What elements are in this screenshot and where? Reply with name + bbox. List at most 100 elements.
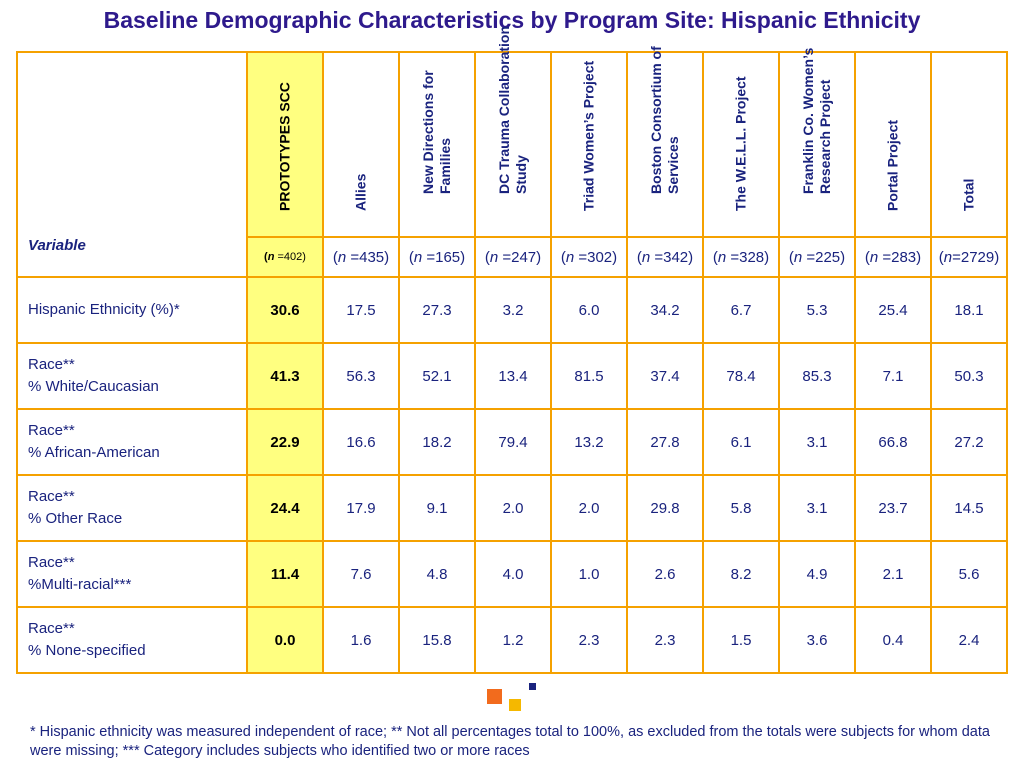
table-cell: 6.0 [550,276,628,344]
table-cell: 3.1 [778,474,856,542]
column-header-5: Boston Consortium of Services [626,46,704,238]
demographics-table: Variable PROTOTYPES SCC Allies New Directi… [16,26,1008,674]
table-cell: 2.6 [626,540,704,608]
row-label: Race** % None-specified [16,606,248,674]
table-cell: 1.0 [550,540,628,608]
table-cell: 3.1 [778,408,856,476]
column-header-1: Allies [322,51,400,238]
table-cell: 27.2 [930,408,1008,476]
sample-size-value: 342 [663,248,689,266]
table-cell: 5.3 [778,276,856,344]
table-cell: 23.7 [854,474,932,542]
sample-size-cell: (n =402) [246,236,324,278]
table-cell: 34.2 [626,276,704,344]
row-label-line2: % None-specified [28,642,146,659]
row-label-line2: % White/Caucasian [28,378,159,395]
table-cell: 66.8 [854,408,932,476]
table-cell: 17.9 [322,474,400,542]
column-header-2: New Directions for Families [398,51,476,238]
column-header-9: Total [930,51,1008,238]
variable-label: Variable [28,237,86,254]
column-header-8: Portal Project [854,51,932,238]
table-cell: 5.6 [930,540,1008,608]
sample-size-cell: (n =165) [398,236,476,278]
table-cell: 22.9 [246,408,324,476]
column-label: PROTOTYPES SCC [276,82,293,211]
table-cell: 17.5 [322,276,400,344]
column-header-0: PROTOTYPES SCC [246,51,324,238]
row-label-line1: Race** [28,422,75,439]
table-cell: 2.0 [550,474,628,542]
sample-size-value: 402 [283,251,303,263]
table-cell: 24.4 [246,474,324,542]
table-cell: 9.1 [398,474,476,542]
sample-size-value: 2729 [960,248,995,266]
row-label-line1: Race** [28,356,75,373]
column-header-6: The W.E.L.L. Project [702,51,780,238]
column-header-3: DC Trauma Collaboration Study [474,26,552,238]
table-cell: 79.4 [474,408,552,476]
sample-size-value: 302 [587,248,613,266]
sample-size-value: 247 [511,248,537,266]
table-cell: 85.3 [778,342,856,410]
table-cell: 0.4 [854,606,932,674]
yellow-square-icon [509,699,521,711]
column-label: Total [960,178,977,211]
table-cell: 18.2 [398,408,476,476]
column-label: DC Trauma Collaboration Study [496,25,529,194]
table-row: Race** % African-American 22.9 16.6 18.2 79.4… [16,408,1008,476]
table-cell: 1.2 [474,606,552,674]
table-cell: 6.1 [702,408,780,476]
table-cell: 2.4 [930,606,1008,674]
row-label-line1: Hispanic Ethnicity (%)* [28,301,180,318]
column-label: Boston Consortium of Services [648,46,681,194]
row-label-line1: Race** [28,620,75,637]
row-label-line2: %Multi-racial*** [28,576,132,593]
table-cell: 27.3 [398,276,476,344]
sample-size-value: 165 [435,248,461,266]
row-label: Race** %Multi-racial*** [16,540,248,608]
column-label: Triad Women’s Project [580,60,597,211]
table-cell: 5.8 [702,474,780,542]
table-cell: 4.8 [398,540,476,608]
sample-size-value: 283 [891,248,917,266]
table-cell: 4.9 [778,540,856,608]
table-cell: 3.2 [474,276,552,344]
table-cell: 29.8 [626,474,704,542]
sample-size-cell: (n =302) [550,236,628,278]
table-cell: 25.4 [854,276,932,344]
row-label-line1: Race** [28,488,75,505]
orange-square-icon [487,689,502,704]
table-cell: 8.2 [702,540,780,608]
table-cell: 7.6 [322,540,400,608]
table-cell: 81.5 [550,342,628,410]
column-header-7: Franklin Co. Women’s Research Project [778,48,856,238]
row-label-line2: % African-American [28,444,160,461]
column-label: Franklin Co. Women’s Research Project [800,47,833,194]
page-title: Baseline Demographic Characteristics by … [103,7,921,33]
column-label: The W.E.L.L. Project [732,76,749,211]
table-cell: 15.8 [398,606,476,674]
table-cell: 6.7 [702,276,780,344]
table-cell: 37.4 [626,342,704,410]
sample-size-cell: (n =247) [474,236,552,278]
table-cell: 7.1 [854,342,932,410]
variable-header: Variable [16,51,248,278]
table-cell: 52.1 [398,342,476,410]
row-label: Hispanic Ethnicity (%)* [16,276,248,344]
footnote: * Hispanic ethnicity was measured indepe… [30,724,990,759]
sample-size-value: 328 [739,248,765,266]
column-header-4: Triad Women’s Project [550,51,628,238]
table-cell: 56.3 [322,342,400,410]
table-cell: 1.5 [702,606,780,674]
table-cell: 1.6 [322,606,400,674]
table-row: Race**% None-specified 0.0 1.6 15.8 1.2 2.3 2.… [16,606,1008,674]
table-cell: 2.3 [550,606,628,674]
row-label: Race** % White/Caucasian [16,342,248,410]
sample-size-cell: (n =435) [322,236,400,278]
table-row: Race**% Other Race 24.4 17.9 9.1 2.0 2.0 29.8 5… [16,474,1008,542]
table-cell: 18.1 [930,276,1008,344]
table-cell: 27.8 [626,408,704,476]
table-cell: 13.2 [550,408,628,476]
table-cell: 41.3 [246,342,324,410]
